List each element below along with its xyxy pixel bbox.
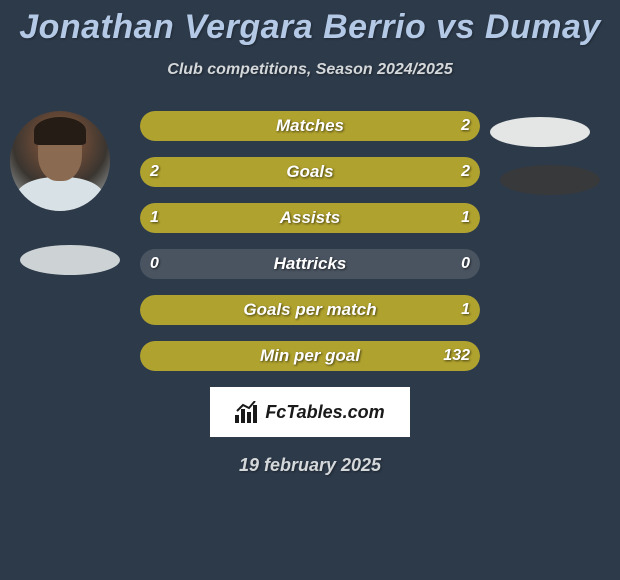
page-subtitle: Club competitions, Season 2024/2025 bbox=[0, 61, 620, 79]
stat-value-right: 132 bbox=[443, 341, 470, 371]
stat-label: Goals bbox=[140, 157, 480, 187]
stat-label: Goals per match bbox=[140, 295, 480, 325]
club-pill-right-1 bbox=[490, 117, 590, 147]
stat-row-assists: 1 Assists 1 bbox=[140, 203, 480, 233]
stat-label: Hattricks bbox=[140, 249, 480, 279]
stat-bars: Matches 2 2 Goals 2 1 Assists 1 0 Hattri… bbox=[140, 111, 480, 371]
page-title: Jonathan Vergara Berrio vs Dumay bbox=[0, 0, 620, 47]
stat-label: Min per goal bbox=[140, 341, 480, 371]
stat-row-goals: 2 Goals 2 bbox=[140, 157, 480, 187]
stat-row-matches: Matches 2 bbox=[140, 111, 480, 141]
logo-text: FcTables.com bbox=[265, 402, 384, 423]
comparison-area: Matches 2 2 Goals 2 1 Assists 1 0 Hattri… bbox=[0, 111, 620, 476]
player-avatar-left bbox=[10, 111, 110, 211]
club-pill-left bbox=[20, 245, 120, 275]
stat-value-right: 1 bbox=[461, 295, 470, 325]
stat-value-right: 1 bbox=[461, 203, 470, 233]
stat-label: Assists bbox=[140, 203, 480, 233]
chart-icon bbox=[235, 401, 261, 423]
logo-box: FcTables.com bbox=[210, 387, 410, 437]
club-pill-right-2 bbox=[500, 165, 600, 195]
stat-value-right: 2 bbox=[461, 111, 470, 141]
date-text: 19 february 2025 bbox=[0, 455, 620, 476]
stat-value-right: 2 bbox=[461, 157, 470, 187]
stat-row-min-per-goal: Min per goal 132 bbox=[140, 341, 480, 371]
stat-value-right: 0 bbox=[461, 249, 470, 279]
stat-row-hattricks: 0 Hattricks 0 bbox=[140, 249, 480, 279]
stat-label: Matches bbox=[140, 111, 480, 141]
stat-row-goals-per-match: Goals per match 1 bbox=[140, 295, 480, 325]
